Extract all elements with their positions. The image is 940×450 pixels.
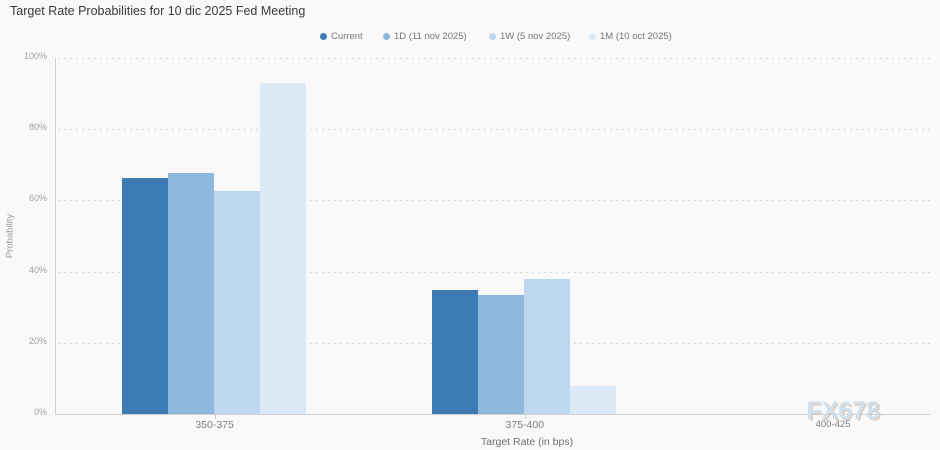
- svg-text:FX678: FX678: [806, 397, 880, 425]
